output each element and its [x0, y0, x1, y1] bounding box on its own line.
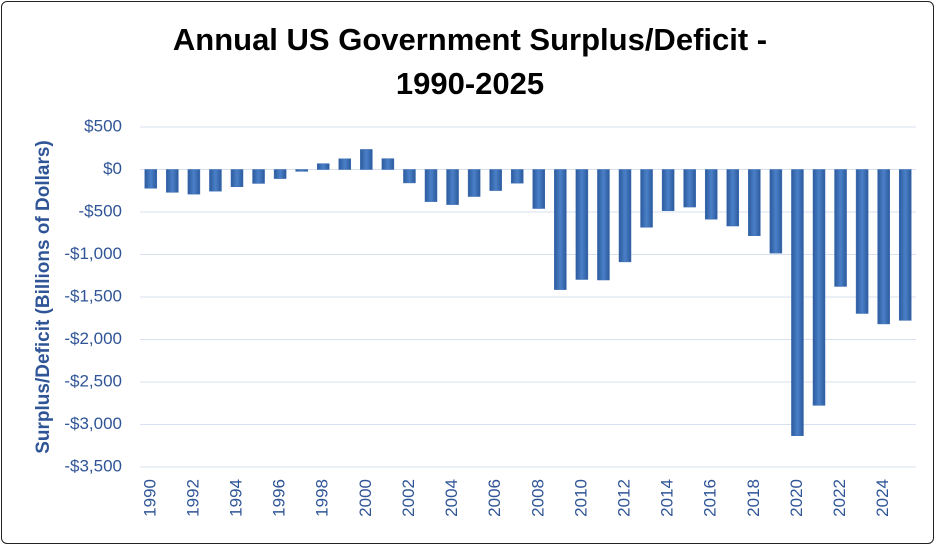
- bar: [812, 169, 826, 406]
- x-tick-label: 2012: [614, 479, 633, 517]
- x-tick-label: 2004: [442, 479, 461, 517]
- x-tick-label: 2018: [744, 479, 763, 517]
- x-tick-label: 2014: [658, 479, 677, 517]
- bar: [360, 149, 373, 170]
- x-tick-label: 2020: [787, 479, 806, 517]
- bar: [597, 169, 610, 281]
- x-tick-label: 2006: [485, 479, 504, 517]
- bar: [187, 169, 201, 195]
- bar: [446, 169, 459, 205]
- x-tick-label: 2010: [571, 479, 590, 517]
- y-tick-label: -$500: [79, 201, 122, 220]
- bar: [532, 169, 546, 209]
- y-tick-label: -$2,000: [64, 329, 122, 348]
- x-tick-label: 2000: [356, 479, 375, 517]
- x-tick-label: 2016: [701, 479, 720, 517]
- bar: [424, 169, 438, 202]
- x-tick-label: 1990: [140, 479, 159, 517]
- x-tick-label: 1994: [226, 479, 245, 517]
- x-tick-label: 2024: [873, 479, 892, 517]
- bar: [855, 169, 869, 314]
- x-tick-label: 1996: [270, 479, 289, 517]
- x-tick-label: 2008: [528, 479, 547, 517]
- bar: [791, 169, 804, 436]
- bar: [489, 169, 502, 191]
- bar: [252, 169, 265, 184]
- bar: [683, 169, 696, 208]
- bar: [295, 169, 308, 172]
- bar: [877, 169, 890, 325]
- x-tick-label: 1992: [183, 479, 202, 517]
- y-axis-label: Surplus/Deficit (Billions of Dollars): [33, 140, 54, 454]
- bar: [467, 169, 481, 197]
- bar: [661, 169, 675, 211]
- x-tick-label: 1998: [313, 479, 332, 517]
- y-tick-label: -$1,000: [64, 244, 122, 263]
- bar: [510, 169, 524, 184]
- bar: [575, 169, 589, 280]
- y-tick-label: -$2,500: [64, 371, 122, 390]
- bar: [640, 169, 653, 228]
- y-tick-label: $500: [84, 116, 122, 135]
- bar: [618, 169, 632, 263]
- bar: [834, 169, 847, 287]
- bar: [403, 169, 416, 184]
- bar: [316, 163, 330, 170]
- y-tick-label: $0: [103, 159, 122, 178]
- bar: [209, 169, 222, 192]
- y-tick-label: -$3,000: [64, 414, 122, 433]
- y-tick-label: -$3,500: [64, 456, 122, 475]
- bar: [273, 169, 287, 179]
- bar: [769, 169, 783, 254]
- x-tick-label: 2002: [399, 479, 418, 517]
- x-tick-label: 2022: [830, 479, 849, 517]
- bar: [748, 169, 761, 236]
- bar: [230, 169, 244, 188]
- bar: [726, 169, 740, 227]
- chart-title: Annual US Government Surplus/Deficit - 1…: [172, 22, 768, 101]
- bar: [338, 158, 352, 170]
- bar: [704, 169, 718, 220]
- y-tick-label: -$1,500: [64, 286, 122, 305]
- bar: [144, 169, 158, 189]
- bar: [166, 169, 179, 193]
- bar: [381, 158, 395, 170]
- bar: [554, 169, 567, 290]
- bar: [898, 169, 912, 321]
